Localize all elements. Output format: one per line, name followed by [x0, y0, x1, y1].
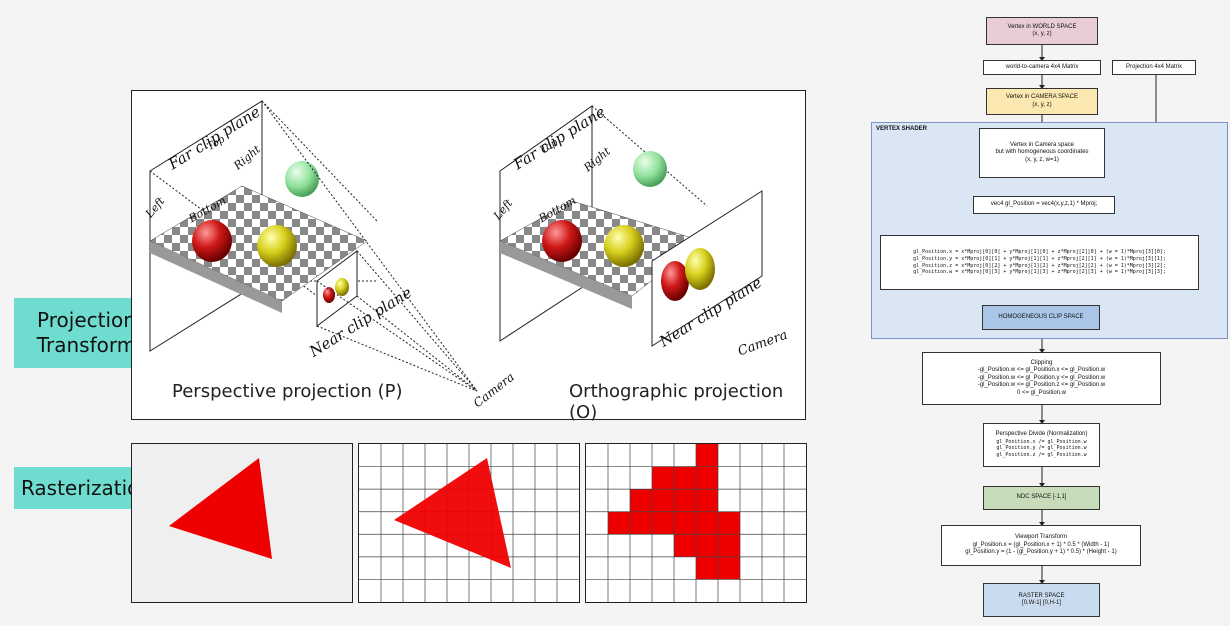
camera-space-box: Vertex in CAMERA SPACE (x, y, z): [986, 88, 1098, 115]
raster-pixel: [696, 511, 718, 535]
raster-space-coords: [0,W-1] [0,H-1]: [1022, 600, 1061, 606]
projection-illustration: [149, 100, 763, 392]
projection-figure: Far clip plane Top Right Left Bottom Nea…: [131, 90, 806, 423]
red-sphere: [192, 220, 232, 262]
raster-panel-pixels: [585, 443, 807, 603]
world-space-box: Vertex in WORLD SPACE (x, y, z): [986, 17, 1098, 45]
divide-line-1: gl_Position.y /= gl_Position.w: [996, 445, 1087, 452]
camera-space-coords: (x, y, z): [1032, 101, 1052, 108]
camera-space-label: Vertex in CAMERA SPACE: [1006, 94, 1078, 100]
triangle-over-grid: [359, 444, 579, 602]
clipping-line-2: -gl_Position.w <= gl_Position.z <= gl_Po…: [977, 382, 1106, 389]
divide-title: Perspective Divide (Normalization): [995, 431, 1088, 438]
viewport-line-0: gl_Position.x = (gl_Position.x + 1) * 0.…: [972, 541, 1110, 548]
homogeneous-box: Vertex in Camera space but with homogene…: [979, 128, 1105, 178]
raster-pixel: [696, 489, 718, 512]
projection-matrix-box: Projection 4x4 Matrix: [1112, 60, 1196, 75]
world-space-coords: (x, y, z): [1032, 31, 1052, 37]
orthographic-caption: Orthographic projection (O): [569, 381, 784, 423]
raster-pixel: [718, 534, 740, 557]
projection-matrix-label: Projection 4x4 Matrix: [1125, 63, 1183, 70]
world-to-camera-box: world-to-camera 4x4 Matrix: [983, 60, 1101, 75]
raster-pixel: [652, 466, 674, 490]
homog-line2: but with homogeneous coordinates: [995, 149, 1089, 156]
raster-panel-grid: [358, 443, 580, 603]
perspective-caption: Perspective projection (P): [172, 381, 403, 402]
matrix-line-0: gl_Position.x = x*Mproj[0][0] + y*Mproj[…: [913, 249, 1166, 255]
raster-pixel: [652, 489, 674, 512]
raster-pixel: [674, 489, 696, 512]
yellow-sphere: [257, 225, 297, 267]
homog-line1: Vertex in Camera space: [1009, 141, 1075, 148]
vertex-shader-title: VERTEX SHADER: [876, 126, 928, 132]
raster-pixel: [630, 511, 652, 535]
raster-panel-continuous: [131, 443, 353, 603]
clipping-line-1: -gl_Position.w <= gl_Position.y <= gl_Po…: [977, 374, 1106, 381]
raster-pixel: [696, 466, 718, 490]
rasterized-pixels: [586, 444, 806, 602]
red-sphere-ortho: [542, 220, 582, 262]
green-sphere-ortho: [633, 151, 667, 187]
raster-pixel: [630, 489, 652, 512]
ndc-label: NDC SPACE [-1,1]: [1016, 494, 1067, 501]
raster-pixel: [674, 511, 696, 535]
raster-space-box: RASTER SPACE [0,W-1] [0,H-1]: [983, 583, 1100, 617]
raster-pixel: [608, 511, 630, 535]
raster-pixel: [696, 556, 718, 580]
near-clip-plane-ortho: [651, 190, 763, 347]
gl-position-eq-box: vec4 gl_Position = vec4(x,y,z,1) * Mproj…: [973, 196, 1115, 214]
raster-pixel: [652, 511, 674, 535]
matrix-mult-box: gl_Position.x = x*Mproj[0][0] + y*Mproj[…: [880, 235, 1199, 290]
homog-clip-box: HOMOGENEOUS CLIP SPACE: [982, 305, 1100, 330]
divide-line-0: gl_Position.x /= gl_Position.w: [996, 438, 1087, 445]
homog-clip-label: HOMOGENEOUS CLIP SPACE: [998, 313, 1084, 320]
raster-pixel: [696, 534, 718, 557]
raster-pixel: [718, 556, 740, 580]
clipping-title: Clipping: [1030, 359, 1053, 366]
homog-line3: (x, y, z, w=1): [1025, 156, 1059, 163]
world-space-label: Vertex in WORLD SPACE: [1007, 23, 1077, 30]
viewport-transform-box: Viewport Transform gl_Position.x = (gl_P…: [941, 525, 1141, 566]
clipping-box: Clipping -gl_Position.w <= gl_Position.x…: [922, 352, 1161, 405]
clipping-line-3: 0 <= gl_Position.w: [1016, 389, 1067, 396]
matrix-line-3: gl_Position.w = x*Mproj[0][3] + y*Mproj[…: [913, 269, 1166, 276]
divide-line-2: gl_Position.z /= gl_Position.w: [996, 452, 1087, 459]
clipping-line-0: -gl_Position.w <= gl_Position.x <= gl_Po…: [977, 367, 1106, 374]
raster-pixel: [674, 466, 696, 490]
perspective-divide-box: Perspective Divide (Normalization) gl_Po…: [983, 423, 1100, 467]
viewport-title: Viewport Transform: [1015, 534, 1067, 541]
camera-rays: [261, 100, 478, 392]
ndc-space-box: NDC SPACE [-1,1]: [983, 486, 1100, 510]
raster-pixel: [674, 534, 696, 557]
green-sphere: [285, 161, 319, 197]
raster-pixel: [718, 511, 740, 535]
viewport-line-1: gl_Position.y = (1 - (gl_Position.y + 1)…: [965, 549, 1117, 556]
matrix-line-1: gl_Position.y = x*Mproj[0][1] + y*Mproj[…: [913, 255, 1166, 262]
gl-position-eq: vec4 gl_Position = vec4(x,y,z,1) * Mproj…: [990, 201, 1098, 208]
triangle-continuous: [169, 458, 272, 559]
raster-pixel: [696, 444, 718, 467]
raster-space-label: RASTER SPACE: [1018, 592, 1065, 599]
matrix-line-2: gl_Position.z = x*Mproj[0][2] + y*Mproj[…: [913, 262, 1166, 269]
world-to-camera-label: world-to-camera 4x4 Matrix: [1005, 63, 1079, 70]
yellow-sphere-ortho: [604, 225, 644, 267]
